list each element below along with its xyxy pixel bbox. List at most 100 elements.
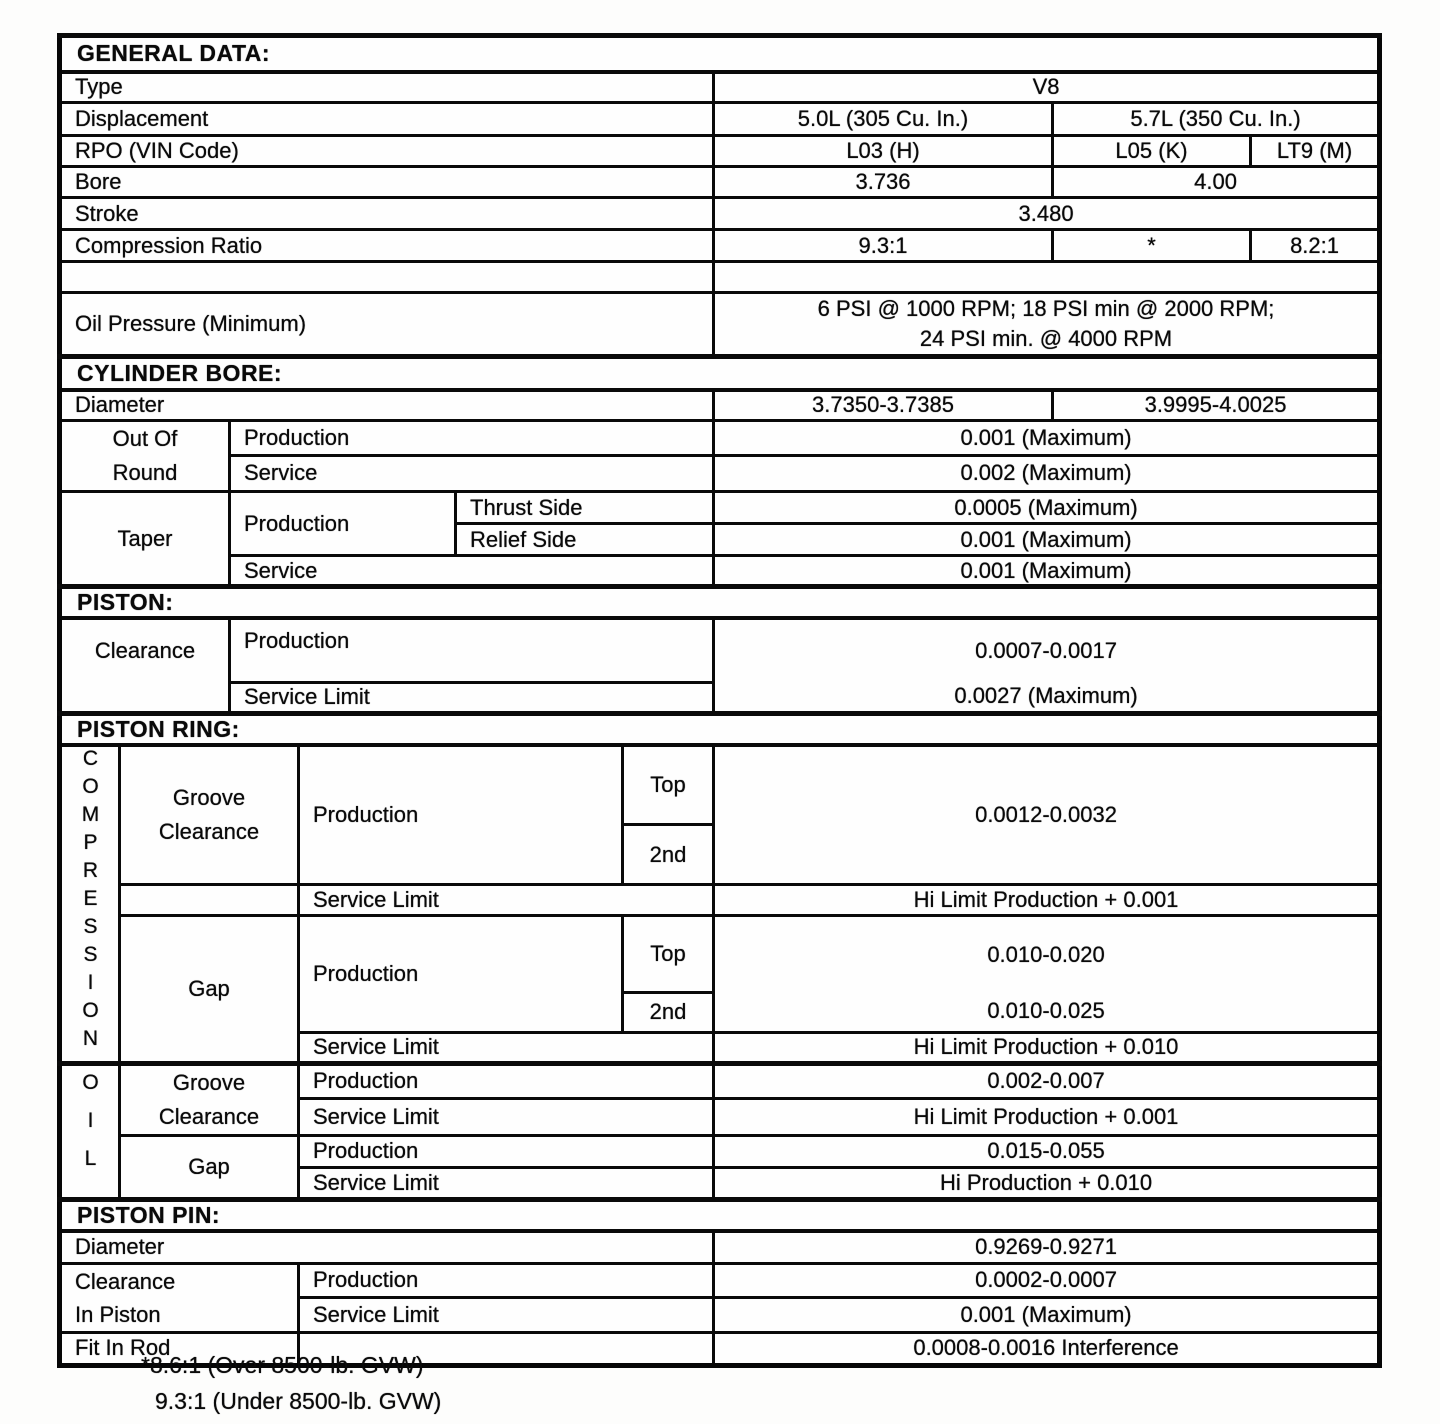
spacer-row [58, 260, 1382, 294]
table-row: 2nd [60, 823, 1380, 886]
rpo-lt9: LT9 (M) [1248, 134, 1382, 168]
oil-group-label: OIL [58, 1060, 121, 1201]
oil-groove-clearance-label: Groove Clearance [118, 1060, 300, 1137]
empty-cell [711, 260, 1382, 294]
fit-in-rod-label: Fit In Rod [58, 1330, 300, 1367]
fit-in-rod-value: 0.0008-0.0016 Interference [711, 1330, 1382, 1367]
oil-pressure-label: Oil Pressure (Minimum) [58, 291, 715, 358]
pin-production-label: Production [297, 1261, 715, 1299]
piston-clearance-label: Clearance [58, 616, 231, 715]
oil-gap-production-label: Production [297, 1133, 715, 1169]
table-row: OIL Groove Clearance Production 0.002-0.… [58, 1060, 1382, 1201]
pin-diameter-value: 0.9269-0.9271 [711, 1229, 1382, 1265]
oil-pressure-value: 6 PSI @ 1000 RPM; 18 PSI min @ 2000 RPM;… [711, 291, 1382, 358]
oil-gap-service-limit-label: Service Limit [297, 1165, 715, 1201]
engine-spec-table: GENERAL DATA: Type V8 Displacement 5.0L … [57, 33, 1383, 1368]
empty-cell [297, 1330, 715, 1367]
table-row: Oil Pressure (Minimum) 6 PSI @ 1000 RPM;… [58, 291, 1382, 358]
table-row: Diameter 0.9269-0.9271 [58, 1229, 1382, 1265]
oil-groove-service-limit-label: Service Limit [297, 1096, 715, 1137]
oor-service-value: 0.002 (Maximum) [711, 453, 1382, 494]
piston-header: PISTON: [57, 584, 1382, 620]
bore-label: Bore [58, 165, 715, 199]
rpo-l03: L03 (H) [712, 134, 1054, 168]
table-row: Stroke 3.480 [58, 196, 1382, 231]
stroke-label: Stroke [58, 196, 715, 231]
stroke-value: 3.480 [711, 196, 1382, 231]
table-row: Out Of Round Production 0.001 (Maximum) [58, 419, 1382, 493]
oor-service-label: Service [228, 453, 715, 494]
comp-gap-top-label: Top [621, 914, 715, 994]
piston-production-label: Production [228, 616, 715, 684]
table-row: Gap Production Top 0.010-0.020 [60, 914, 1382, 1065]
empty-cell [58, 260, 715, 294]
table-row: Taper Production Thrust Side 0.0005 (Max… [58, 490, 1382, 588]
out-of-round-label: Out Of Round [58, 419, 231, 493]
displacement-5-7: 5.7L (350 Cu. In.) [1050, 101, 1382, 137]
compression-ratio-5-0: 9.3:1 [712, 228, 1054, 263]
table-row: Clearance Production 0.0007-0.0017 [58, 616, 1382, 715]
comp-groove-production-label: Production [297, 743, 624, 886]
oor-production-value: 0.001 (Maximum) [711, 419, 1382, 457]
comp-groove-2nd-label: 2nd [621, 823, 715, 886]
comp-gap-service-limit-label: Service Limit [297, 1030, 715, 1065]
oor-production-label: Production [228, 419, 715, 457]
piston-pin-header: PISTON PIN: [57, 1196, 1382, 1233]
table-row: 2nd 0.010-0.025 [60, 990, 1382, 1034]
comp-groove-clearance-label: Groove Clearance [118, 743, 300, 886]
table-row: Service Limit Hi Limit Production + 0.00… [60, 883, 1382, 917]
table-row: Service Limit Hi Limit Production + 0.01… [60, 1030, 1382, 1065]
compression-ratio-label: Compression Ratio [58, 228, 715, 263]
rpo-label: RPO (VIN Code) [58, 134, 715, 168]
table-row: Compression Ratio 9.3:1 * 8.2:1 [58, 228, 1382, 263]
taper-service-value: 0.001 (Maximum) [711, 554, 1382, 588]
cyl-diameter-5-7: 3.9995-4.0025 [1050, 388, 1382, 422]
table-row: Service 0.002 (Maximum) [60, 453, 1382, 494]
taper-service-label: Service [228, 554, 715, 588]
compression-group-label: COMPRESSION [58, 743, 121, 1065]
table-row: Service 0.001 (Maximum) [60, 554, 1382, 588]
type-value: V8 [711, 70, 1382, 104]
oil-gap-service-value: Hi Production + 0.010 [711, 1165, 1382, 1201]
table-row: Service Limit 0.0027 (Maximum) [60, 680, 1382, 715]
pin-clearance-production-value: 0.0002-0.0007 [711, 1261, 1382, 1299]
comp-groove-service-limit-label: Service Limit [297, 883, 715, 917]
compression-ratio-footnote: *8.6:1 (Over 8500-lb. GVW) 9.3:1 (Under … [141, 1347, 441, 1419]
oil-vertical-text: OIL [79, 1071, 102, 1185]
bore-5-7: 4.00 [1050, 165, 1382, 199]
taper-relief-value: 0.001 (Maximum) [711, 522, 1382, 557]
pin-diameter-label: Diameter [58, 1229, 715, 1265]
table-row: Type V8 [58, 70, 1382, 104]
cyl-diameter-label: Diameter [58, 388, 715, 422]
displacement-5-0: 5.0L (305 Cu. In.) [712, 101, 1054, 137]
table-row: Service Limit Hi Limit Production + 0.00… [60, 1096, 1382, 1137]
comp-gap-2nd-label: 2nd [621, 990, 715, 1034]
pin-service-limit-label: Service Limit [297, 1296, 715, 1334]
footnote-line-2: 9.3:1 (Under 8500-lb. GVW) [155, 1388, 442, 1414]
general-data-header: GENERAL DATA: [57, 33, 1382, 74]
cylinder-bore-header: CYLINDER BORE: [57, 354, 1382, 392]
table-row: Bore 3.736 4.00 [58, 165, 1382, 199]
pin-clearance-label: Clearance In Piston [58, 1261, 300, 1334]
table-row: Diameter 3.7350-3.7385 3.9995-4.0025 [58, 388, 1382, 422]
section-header-row: PISTON PIN: [57, 1196, 1382, 1233]
table-row: Clearance In Piston Production 0.0002-0.… [58, 1261, 1382, 1334]
section-header-row: PISTON RING: [57, 710, 1382, 747]
empty-cell [118, 883, 300, 917]
table-row: Fit In Rod 0.0008-0.0016 Interference [58, 1330, 1382, 1367]
comp-groove-top-label: Top [621, 743, 715, 826]
pin-clearance-service-value: 0.001 (Maximum) [711, 1296, 1382, 1334]
comp-gap-label: Gap [118, 914, 300, 1065]
comp-groove-production-value: 0.0012-0.0032 [711, 743, 1382, 886]
compression-ratio-lt9: 8.2:1 [1248, 228, 1382, 263]
comp-groove-service-value: Hi Limit Production + 0.001 [711, 883, 1382, 917]
section-header-row: PISTON: [57, 584, 1382, 620]
taper-production-label: Production [228, 490, 457, 557]
compression-vertical-text: COMPRESSION [79, 746, 102, 1055]
relief-side-label: Relief Side [454, 522, 715, 557]
section-header-row: CYLINDER BORE: [57, 354, 1382, 392]
table-row: Displacement 5.0L (305 Cu. In.) 5.7L (35… [58, 101, 1382, 137]
comp-gap-service-value: Hi Limit Production + 0.010 [711, 1030, 1382, 1065]
oil-gap-label: Gap [118, 1133, 300, 1201]
